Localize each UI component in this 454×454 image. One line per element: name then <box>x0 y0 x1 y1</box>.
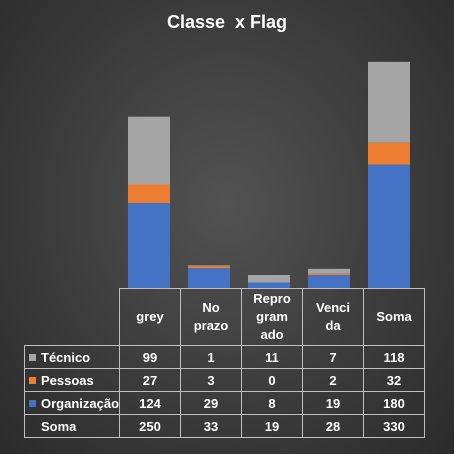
bar-t-cnico-1 <box>188 265 230 267</box>
bar-organiza-o-4 <box>368 164 410 288</box>
table-cell: 1 <box>180 345 243 369</box>
category-label: Repro gram ado <box>241 288 304 346</box>
table-cell: 32 <box>363 368 426 392</box>
table-cell: 180 <box>363 391 426 415</box>
bar-t-cnico-4 <box>368 61 410 143</box>
legend-key <box>29 376 36 384</box>
table-row: Técnico 99 1 11 7 118 <box>23 345 426 369</box>
table-cell: 124 <box>119 391 182 415</box>
data-table: grey No prazo Repro gram ado Venci da Soma Técnic… <box>23 288 426 438</box>
category-label-line: Venci <box>316 300 351 315</box>
legend-key <box>29 353 36 361</box>
table-cell: 0 <box>241 368 304 392</box>
table-cell-total: 28 <box>302 414 365 438</box>
category-label: grey <box>119 288 182 346</box>
bar-pessoas-3 <box>308 273 350 275</box>
series-name: Técnico <box>41 349 91 365</box>
category-label-line: gram <box>256 309 288 324</box>
table-cell: 19 <box>302 391 365 415</box>
category-label-line: Repro <box>253 291 291 306</box>
table-header-row: grey No prazo Repro gram ado Venci da Soma <box>24 288 426 346</box>
table-cell: 99 <box>119 345 182 369</box>
table-cell: 2 <box>302 368 365 392</box>
category-label-line: Soma <box>376 309 412 324</box>
bar-organiza-o-2 <box>248 282 290 288</box>
table-cell-total: 330 <box>363 414 426 438</box>
series-label: Técnico <box>23 345 121 369</box>
series-label: Organização <box>23 391 121 415</box>
bar-t-cnico-2 <box>248 274 290 283</box>
total-label: Soma <box>23 414 121 438</box>
bar-pessoas-4 <box>368 142 410 165</box>
category-label-line: prazo <box>193 318 229 333</box>
bar-t-cnico-0 <box>128 116 170 185</box>
table-cell: 11 <box>241 345 304 369</box>
bar-organiza-o-3 <box>308 274 350 288</box>
category-label: No prazo <box>180 288 243 346</box>
category-label: Soma <box>363 288 426 346</box>
category-label-line: No <box>202 300 220 315</box>
category-label: Venci da <box>302 288 365 346</box>
table-cell: 8 <box>241 391 304 415</box>
table-cell: 29 <box>180 391 243 415</box>
category-label-line: ado <box>260 327 284 342</box>
table-cell: 27 <box>119 368 182 392</box>
bar-t-cnico-3 <box>308 268 350 274</box>
category-label-line: da <box>325 318 341 333</box>
series-label: Pessoas <box>23 368 121 392</box>
table-cell-total: 19 <box>241 414 304 438</box>
table-row-total: Soma 250 33 19 28 330 <box>23 414 426 438</box>
total-name: Soma <box>41 418 77 434</box>
legend-key <box>29 399 36 407</box>
bar-organiza-o-0 <box>128 203 170 288</box>
series-name: Pessoas <box>41 372 94 388</box>
table-corner <box>24 288 121 346</box>
table-row: Pessoas 27 3 0 2 32 <box>23 368 426 392</box>
category-label-line: grey <box>136 309 164 324</box>
table-cell-total: 250 <box>119 414 182 438</box>
table-cell: 3 <box>180 368 243 392</box>
chart-title: Classe x Flag <box>166 12 288 32</box>
table-row: Organização 124 29 8 19 180 <box>23 391 426 415</box>
table-cell-total: 33 <box>180 414 243 438</box>
series-name: Organização <box>41 395 120 411</box>
bar-pessoas-1 <box>188 266 230 269</box>
table-cell: 118 <box>363 345 426 369</box>
table-cell: 7 <box>302 345 365 369</box>
bar-organiza-o-1 <box>188 268 230 288</box>
bar-pessoas-0 <box>128 184 170 204</box>
